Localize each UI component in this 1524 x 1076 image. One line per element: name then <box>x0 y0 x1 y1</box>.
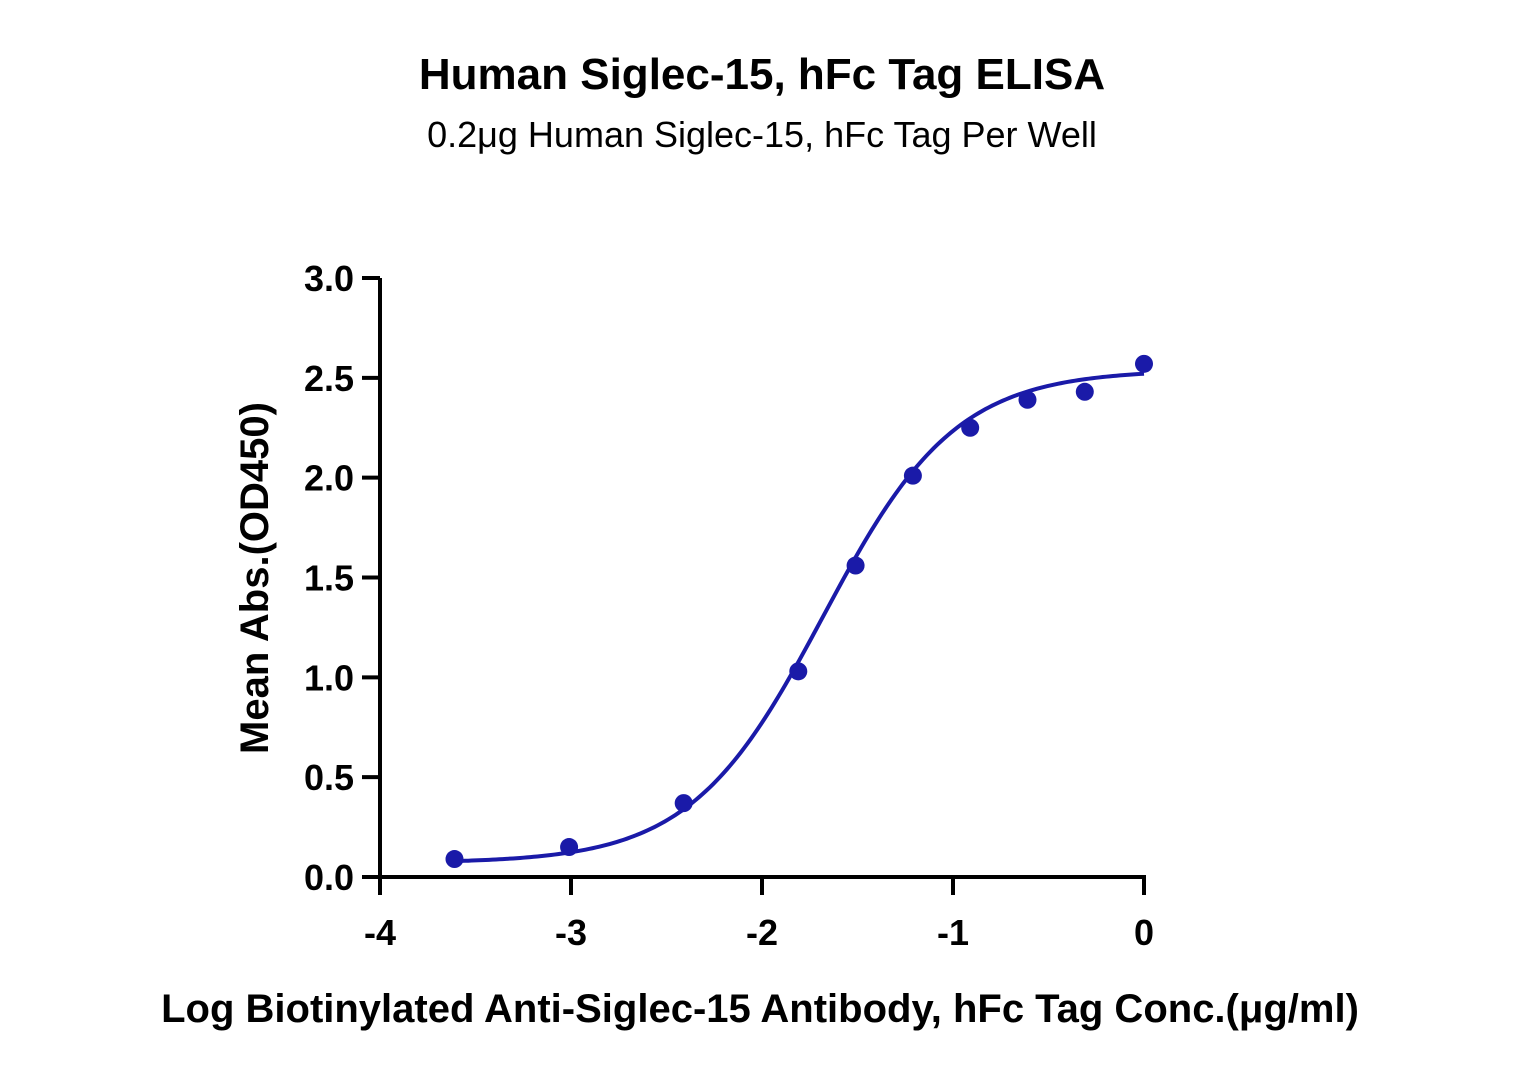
data-point <box>1018 390 1037 409</box>
x-tick-label: -3 <box>555 912 587 953</box>
data-point <box>789 662 808 681</box>
axes: 0.0 0.5 1.0 1.5 2.0 2.5 3.0 -4 -3 -2 -1 0 <box>304 258 1154 953</box>
data-point <box>560 838 579 857</box>
data-point <box>445 850 464 869</box>
data-point <box>846 556 865 575</box>
x-tick-label: -2 <box>746 912 778 953</box>
x-tick-label: 0 <box>1134 912 1154 953</box>
x-tick-label: -1 <box>937 912 969 953</box>
data-point <box>1135 354 1153 373</box>
y-tick-label: 2.5 <box>304 358 354 399</box>
y-tick-label: 0.5 <box>304 757 354 798</box>
x-axis-label: Log Biotinylated Anti-Siglec-15 Antibody… <box>161 987 1359 1031</box>
chart-subtitle: 0.2μg Human Siglec-15, hFc Tag Per Well <box>427 114 1097 155</box>
data-point <box>903 466 922 485</box>
y-tick-label: 1.0 <box>304 657 354 698</box>
fit-curve <box>454 371 1145 864</box>
y-tick-label: 3.0 <box>304 258 354 299</box>
data-point <box>1075 382 1094 401</box>
chart-title: Human Siglec-15, hFc Tag ELISA <box>418 50 1106 99</box>
y-axis-label: Mean Abs.(OD450) <box>233 402 277 754</box>
plot-area <box>445 354 1153 869</box>
y-tick-label: 1.5 <box>304 558 354 599</box>
x-tick-label: -4 <box>364 912 396 953</box>
data-point <box>674 794 693 813</box>
y-tick-label: 0.0 <box>304 857 354 898</box>
y-tick-label: 2.0 <box>304 458 354 499</box>
data-point <box>961 418 980 437</box>
